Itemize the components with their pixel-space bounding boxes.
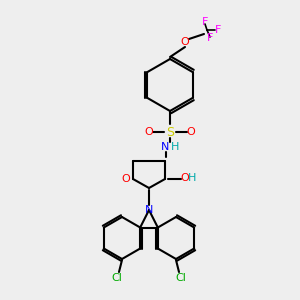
- Text: O: O: [181, 37, 189, 47]
- Text: O: O: [181, 173, 189, 183]
- Text: O: O: [145, 127, 153, 137]
- Text: H: H: [171, 142, 179, 152]
- Text: H: H: [188, 173, 196, 183]
- Text: Cl: Cl: [176, 273, 186, 283]
- Text: N: N: [145, 205, 153, 215]
- Text: F: F: [215, 25, 221, 35]
- Text: Cl: Cl: [112, 273, 122, 283]
- Text: O: O: [187, 127, 195, 137]
- Text: N: N: [161, 142, 169, 152]
- Text: S: S: [166, 125, 174, 139]
- Text: F: F: [202, 17, 208, 27]
- Text: O: O: [122, 174, 130, 184]
- Text: F: F: [207, 33, 213, 43]
